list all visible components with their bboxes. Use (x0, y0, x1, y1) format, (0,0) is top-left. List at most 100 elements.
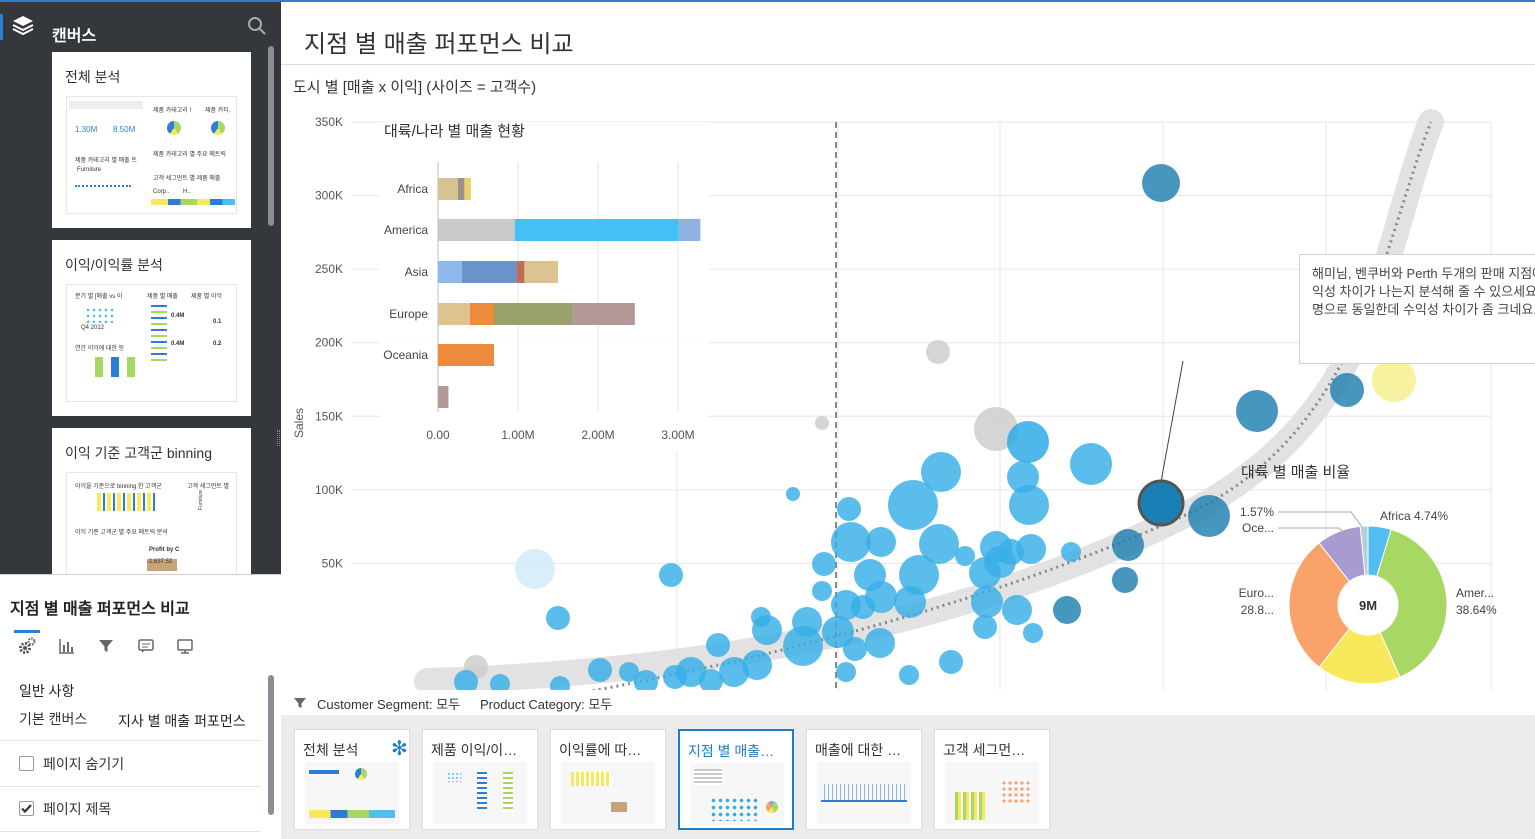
bubble (634, 670, 658, 693)
filter-product-category[interactable]: Product Category: 모두 (480, 694, 612, 713)
bubble (1023, 623, 1043, 643)
hide-page-checkbox[interactable] (19, 756, 34, 771)
filter-bar[interactable]: Customer Segment: 모두 Product Category: 모… (281, 690, 1535, 715)
basic-canvas-value[interactable]: 지사 별 매출 퍼포먼스 (118, 713, 246, 729)
canvas-tab-preview (945, 762, 1039, 824)
pie-center-label: 9M (1359, 598, 1377, 613)
page-title-label: 페이지 제목 (43, 801, 112, 817)
page-title-checkbox[interactable] (19, 801, 34, 816)
thumb-text: 제품 카테고리 ! (153, 108, 192, 114)
canvas-tab-preview (817, 762, 911, 824)
x-tick-label: 0.00 (426, 428, 450, 442)
bar-segment (438, 219, 515, 241)
search-icon[interactable] (247, 16, 267, 36)
canvas-tab-2[interactable]: 제품 이익/이… (422, 729, 538, 830)
thumb-value: -1,637.52 (147, 559, 177, 571)
canvas-tab-4[interactable]: 지점 별 매출… (678, 729, 794, 830)
y-tick-label: 50K (322, 556, 343, 570)
bubble (490, 674, 510, 693)
canvas-tab-5[interactable]: 매출에 대한 … (806, 729, 922, 830)
bar-segment (458, 178, 465, 200)
bubble (1188, 495, 1230, 537)
bubble (899, 665, 919, 685)
layers-icon[interactable] (12, 14, 34, 36)
canvas-thumbnail-1[interactable]: 전체 분석 1.30M 8.50M 제품 카테고리 ! 제품 카티. 제품 카테… (52, 52, 251, 228)
filter-value: 모두 (588, 697, 613, 712)
thumb-value: 0.4M (171, 313, 185, 319)
filter-label: Product Category: (480, 697, 585, 712)
checkmark-icon (21, 804, 32, 814)
gear-icon[interactable] (18, 637, 36, 655)
sidebar-header: 캔버스 (0, 2, 281, 45)
bubble (888, 480, 938, 530)
thumbnail-title: 이익/이익률 분석 (65, 257, 163, 273)
canvas-tab-6[interactable]: 고객 세그먼… (934, 729, 1050, 830)
thumb-text: Furniture (198, 489, 205, 511)
bubble (783, 626, 823, 666)
bar-segment (438, 261, 462, 283)
bar-segment (494, 303, 573, 325)
category-label: Europe (389, 307, 428, 321)
leader-line (1278, 511, 1363, 528)
bubble (866, 527, 896, 557)
bubble (699, 669, 723, 693)
thumb-kpi-1: 1.30M (75, 125, 98, 134)
category-label: Oceania (383, 348, 428, 362)
section-general[interactable]: 일반 사항 (19, 683, 75, 699)
thumb-text: Corp.. (153, 189, 170, 195)
filter-customer-segment[interactable]: Customer Segment: 모두 (317, 694, 460, 713)
canvas-tab-label: 전체 분석 (303, 742, 359, 758)
bubble (706, 633, 730, 657)
y-tick-label: 300K (315, 189, 343, 203)
bubble (822, 616, 854, 648)
thumb-value: 0.2 (213, 341, 222, 347)
bubble (751, 607, 771, 627)
comment-note[interactable]: 해미님, 벤쿠버와 Perth 두개의 판매 지점에서 왜 이런 수익성 차이가… (1299, 254, 1535, 364)
thumb-text: 이익을 기준으로 binning 한 고객군 (75, 484, 162, 490)
bar-segment (464, 178, 471, 200)
bubble (971, 586, 1003, 618)
bubble (812, 581, 832, 601)
bubble (812, 552, 836, 576)
thumb-text: H.. (183, 189, 191, 195)
bubble (1142, 164, 1180, 202)
bubble (843, 637, 867, 661)
thumb-text: 이익 기준 고객군 별 주요 메트릭 분석 (75, 530, 168, 536)
comment-icon[interactable] (137, 637, 155, 655)
sidebar-scrollbar[interactable] (268, 46, 274, 226)
canvas-tab-preview (433, 762, 527, 824)
bubble (588, 658, 612, 682)
canvas-tab-3[interactable]: 이익률에 따… (550, 729, 666, 830)
bubble (546, 606, 570, 630)
bubble (899, 555, 939, 595)
bar-chart-icon[interactable] (58, 637, 76, 655)
bubble (998, 539, 1024, 565)
bubble (974, 407, 1018, 451)
bubble (955, 546, 975, 566)
divider (0, 740, 261, 741)
bar-segment (678, 219, 701, 241)
filter-icon[interactable] (293, 696, 307, 710)
canvas-thumbnail-3[interactable]: 이익 기준 고객군 binning 이익을 기준으로 binning 한 고객군… (52, 428, 251, 578)
canvas-thumbnail-2[interactable]: 이익/이익률 분석 분기 별 [매출 vs 이 제품 별 매출 제품 별 이익 … (52, 240, 251, 416)
divider (0, 786, 261, 787)
canvas-tab-preview (561, 762, 655, 824)
pie-slice (1288, 542, 1351, 668)
bubble (919, 524, 959, 564)
bar-segment (514, 219, 679, 241)
filter-icon[interactable] (97, 637, 115, 655)
filter-value: 모두 (436, 697, 461, 712)
bubble-highlighted (1137, 479, 1185, 527)
canvas-tab-label: 지점 별 매출… (688, 743, 775, 759)
presentation-icon[interactable] (176, 637, 194, 655)
bubble (1372, 358, 1416, 402)
pie-slice-label: Euro... (1239, 586, 1274, 600)
bubble-chart[interactable]: 50K 100K 150K 200K 250K 300K 350K Sales 대륙/나라 별 … (281, 97, 1535, 693)
comment-connector (1160, 360, 1184, 483)
panel-resize-handle[interactable] (277, 430, 280, 446)
bubble (831, 522, 871, 562)
properties-scrollbar[interactable] (268, 675, 274, 815)
canvas-tab-1[interactable]: 전체 분석 ✻ (294, 729, 410, 830)
y-tick-label: 250K (315, 262, 343, 276)
canvas-tab-label: 고객 세그먼… (943, 742, 1026, 758)
